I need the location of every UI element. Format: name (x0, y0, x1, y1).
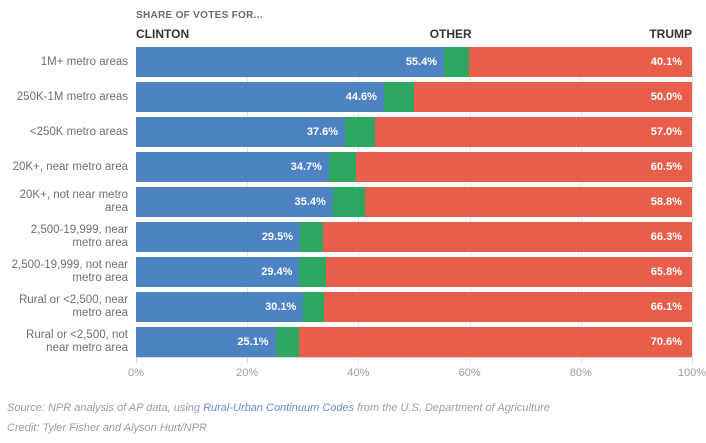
source-text-prefix: Source: NPR analysis of AP data, using (7, 402, 204, 414)
trump-value-label: 58.8% (650, 196, 682, 208)
bar-row: 25.1% 70.6% (136, 327, 692, 357)
axis-tick (469, 358, 471, 363)
axis-tick-label: 80% (569, 367, 592, 379)
trump-segment: 40.1% (469, 47, 692, 77)
clinton-segment: 30.1% (136, 292, 304, 322)
trump-value-label: 66.3% (650, 231, 682, 243)
bar-row: 44.6% 50.0% (136, 82, 692, 112)
trump-segment: 57.0% (375, 117, 692, 147)
trump-segment: 66.3% (323, 222, 692, 252)
axis-tick-label: 20% (236, 367, 259, 379)
category-label: 250K-1M metro areas (16, 90, 128, 103)
trump-value-label: 50.0% (650, 91, 682, 103)
trump-value-label: 40.1% (650, 56, 682, 68)
bars: 55.4% 40.1% 44.6% 50.0% 37.6% 57.0% 34.7% 60.5%… (136, 47, 692, 362)
trump-segment: 50.0% (413, 82, 692, 112)
other-segment (328, 152, 356, 182)
bar-row: 37.6% 57.0% (136, 117, 692, 147)
source-text-suffix: from the U.S. Department of Agriculture (354, 402, 550, 414)
other-segment (303, 292, 325, 322)
clinton-segment: 37.6% (136, 117, 346, 147)
category-label: 2,500-19,999, not near metro area (11, 259, 128, 284)
clinton-segment: 35.4% (136, 187, 333, 217)
clinton-segment: 25.1% (136, 327, 276, 357)
source-line: Source: NPR analysis of AP data, using R… (7, 398, 550, 418)
category-label: <250K metro areas (29, 125, 128, 138)
clinton-value-label: 29.5% (261, 231, 294, 243)
trump-segment: 58.8% (365, 187, 692, 217)
chart-kicker: SHARE OF VOTES FOR... (136, 10, 263, 21)
gridline (692, 47, 693, 357)
trump-segment: 66.1% (324, 292, 692, 322)
trump-value-label: 57.0% (650, 126, 682, 138)
trump-value-label: 60.5% (650, 161, 682, 173)
category-label: 2,500-19,999, near metro area (30, 224, 128, 249)
bar-row: 29.5% 66.3% (136, 222, 692, 252)
other-segment (300, 222, 324, 252)
clinton-value-label: 30.1% (265, 301, 297, 313)
category-label: 1M+ metro areas (40, 55, 128, 68)
axis-tick-label: 100% (677, 367, 706, 379)
other-segment (383, 82, 414, 112)
clinton-segment: 44.6% (136, 82, 384, 112)
clinton-segment: 55.4% (136, 47, 445, 77)
axis-tick (247, 358, 249, 363)
axis-tick (358, 358, 360, 363)
clinton-segment: 29.5% (136, 222, 301, 252)
clinton-value-label: 35.4% (294, 196, 326, 208)
category-label: Rural or <2,500, near metro area (19, 294, 128, 319)
other-segment (444, 47, 470, 77)
trump-segment: 65.8% (326, 257, 692, 287)
other-series-header: OTHER (429, 27, 472, 41)
axis-tick (136, 358, 137, 363)
axis-tick-label: 60% (458, 367, 481, 379)
category-label: 20K+, not near metro area (19, 189, 128, 214)
bar-row: 55.4% 40.1% (136, 47, 692, 77)
trump-value-label: 70.6% (650, 336, 682, 348)
trump-series-header: TRUMP (649, 27, 692, 41)
clinton-value-label: 34.7% (290, 161, 322, 173)
footer: Source: NPR analysis of AP data, using R… (7, 398, 550, 438)
source-link[interactable]: Rural-Urban Continuum Codes (203, 402, 355, 414)
series-headers: CLINTON OTHER TRUMP (136, 27, 692, 41)
axis-tick (580, 358, 582, 363)
clinton-value-label: 25.1% (237, 336, 269, 348)
bar-row: 30.1% 66.1% (136, 292, 692, 322)
other-segment (299, 257, 327, 287)
clinton-value-label: 44.6% (345, 91, 377, 103)
clinton-segment: 34.7% (136, 152, 329, 182)
bar-row: 34.7% 60.5% (136, 152, 692, 182)
axis-tick-label: 0% (128, 367, 144, 379)
trump-value-label: 65.8% (650, 266, 682, 278)
category-label: Rural or <2,500, not near metro area (26, 329, 128, 354)
clinton-series-header: CLINTON (136, 27, 190, 41)
bar-chart: 55.4% 40.1% 44.6% 50.0% 37.6% 57.0% 34.7% 60.5%… (128, 47, 706, 379)
category-label: 20K+, near metro area (12, 160, 128, 173)
other-segment (275, 327, 300, 357)
trump-segment: 60.5% (355, 152, 692, 182)
trump-value-label: 66.1% (650, 301, 682, 313)
axis-tick (692, 358, 693, 363)
other-segment (345, 117, 376, 147)
axis-tick-label: 40% (347, 367, 370, 379)
x-axis: 0% 20% 40% 60% 80% 100% (128, 357, 706, 384)
clinton-segment: 29.4% (136, 257, 300, 287)
clinton-value-label: 55.4% (405, 56, 438, 68)
other-segment (332, 187, 366, 217)
trump-segment: 70.6% (299, 327, 692, 357)
clinton-value-label: 29.4% (261, 266, 293, 278)
bar-row: 35.4% 58.8% (136, 187, 692, 217)
credit-line: Credit: Tyler Fisher and Alyson Hurt/NPR (7, 422, 207, 434)
clinton-value-label: 37.6% (306, 126, 339, 138)
bar-row: 29.4% 65.8% (136, 257, 692, 287)
